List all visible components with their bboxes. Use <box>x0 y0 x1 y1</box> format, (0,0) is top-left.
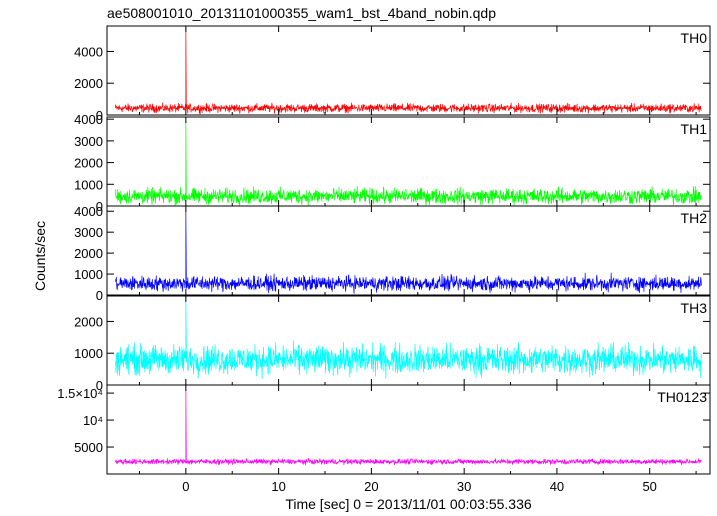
x-tick-label: 20 <box>364 479 378 494</box>
x-tick-label: 40 <box>550 479 564 494</box>
y-tick-label: 2000 <box>74 246 103 261</box>
y-tick-label: 4000 <box>74 112 103 127</box>
y-tick-label: 1000 <box>74 346 103 361</box>
y-tick-label: 3000 <box>74 134 103 149</box>
x-tick-label: 50 <box>642 479 656 494</box>
panel-frame-th3 <box>106 295 711 386</box>
y-tick-label: 1.5×10⁴ <box>57 386 103 401</box>
x-tick-label: 30 <box>457 479 471 494</box>
y-tick-label: 1000 <box>74 177 103 192</box>
x-tick-label: 10 <box>271 479 285 494</box>
y-tick-label: 3000 <box>74 225 103 240</box>
y-tick-label: 0 <box>96 288 103 303</box>
series-line-th2 <box>115 207 702 294</box>
y-tick-label: 2000 <box>74 314 103 329</box>
y-tick-label: 1000 <box>74 267 103 282</box>
y-tick-label: 4000 <box>74 204 103 219</box>
series-line-th0123 <box>115 386 702 466</box>
panel-label-th1: TH1 <box>681 121 708 137</box>
series-line-th3 <box>115 297 702 380</box>
series-line-th1 <box>115 120 702 206</box>
y-tick-label: 4000 <box>74 44 103 59</box>
y-tick-label: 10⁴ <box>83 413 103 428</box>
y-tick-label: 0 <box>96 378 103 393</box>
panel-label-th3: TH3 <box>681 300 708 316</box>
panel-frame-th2 <box>106 205 711 296</box>
y-tick-label: 2000 <box>74 76 103 91</box>
x-tick-label: 0 <box>182 479 189 494</box>
panel-label-th0123: TH0123 <box>657 389 707 405</box>
x-axis-label: Time [sec] 0 = 2013/11/01 00:03:55.336 <box>285 496 532 512</box>
y-tick-label: 5000 <box>74 440 103 455</box>
panel-label-th2: TH2 <box>681 210 708 226</box>
y-tick-label: 0 <box>96 108 103 123</box>
y-tick-label: 0 <box>96 199 103 214</box>
panel-frame-th0123 <box>106 384 711 475</box>
y-axis-label: Counts/sec <box>32 220 48 292</box>
series-line-th0 <box>115 27 702 115</box>
chart-title: ae508001010_20131101000355_wam1_bst_4ban… <box>107 5 496 21</box>
panel-label-th0: TH0 <box>681 30 708 46</box>
panel-frame-th0 <box>106 25 711 116</box>
y-tick-label: 2000 <box>74 156 103 171</box>
